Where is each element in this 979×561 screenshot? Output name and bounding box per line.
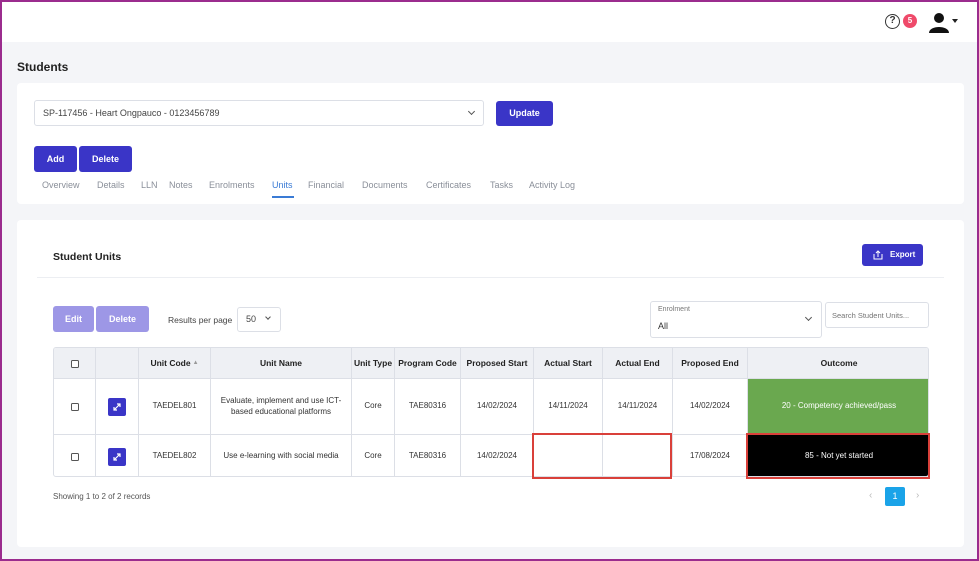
- results-per-page-value: 50: [246, 314, 257, 324]
- expand-header: [96, 348, 139, 379]
- tab-overview[interactable]: Overview: [42, 180, 80, 190]
- notification-badge[interactable]: 5: [903, 14, 917, 28]
- cell-proposed-end: 17/08/2024: [673, 435, 748, 476]
- tab-details[interactable]: Details: [97, 180, 125, 190]
- student-select-value: SP-117456 - Heart Ongpauco - 0123456789: [43, 108, 220, 118]
- student-units-card: Student Units Export Edit Delete Results…: [17, 220, 964, 547]
- col-program-code[interactable]: Program Code: [395, 348, 461, 379]
- cell-unit-name: Evaluate, implement and use ICT-based ed…: [211, 379, 352, 434]
- tab-activity-log[interactable]: Activity Log: [529, 180, 576, 190]
- expand-icon[interactable]: [108, 447, 126, 466]
- tab-tasks[interactable]: Tasks: [490, 180, 514, 190]
- col-actual-start[interactable]: Actual Start: [534, 348, 603, 379]
- chevron-down-icon: [804, 313, 813, 322]
- table-row: [54, 435, 96, 476]
- table-row: [54, 379, 96, 434]
- row-checkbox[interactable]: [70, 402, 79, 411]
- chevron-down-icon: [265, 314, 271, 320]
- search-input[interactable]: [825, 302, 929, 328]
- tab-units[interactable]: Units: [272, 180, 293, 190]
- tab-lln[interactable]: LLN: [141, 180, 158, 190]
- export-label: Export: [890, 250, 916, 259]
- cell-actual-start: 14/11/2024: [534, 379, 603, 434]
- delete-button[interactable]: Delete: [79, 146, 132, 172]
- top-bar: ? 5: [2, 2, 977, 42]
- select-all-cell: [54, 348, 96, 379]
- cell-program-code: TAE80316: [395, 435, 461, 476]
- cell-program-code: TAE80316: [395, 379, 461, 434]
- export-icon: [873, 250, 883, 260]
- cell-proposed-start: 14/02/2024: [461, 379, 534, 434]
- cell-actual-end: [603, 435, 673, 476]
- col-outcome[interactable]: Outcome: [820, 357, 858, 368]
- page-button[interactable]: 1: [885, 487, 905, 506]
- cell-outcome: 20 - Competency achieved/pass: [748, 379, 928, 434]
- enrolment-value: All: [658, 321, 669, 331]
- table-header: Unit Code ▲ Unit Name Unit Type Program C…: [54, 348, 928, 379]
- help-icon[interactable]: ?: [885, 14, 900, 29]
- cell-unit-type: Core: [352, 379, 395, 434]
- col-actual-end[interactable]: Actual End: [603, 348, 673, 379]
- tab-certificates[interactable]: Certificates: [426, 180, 472, 190]
- student-card: SP-117456 - Heart Ongpauco - 0123456789 …: [17, 83, 964, 204]
- export-button[interactable]: Export: [862, 244, 923, 266]
- sort-icon: ▲: [192, 360, 199, 367]
- col-unit-type[interactable]: Unit Type: [352, 348, 395, 379]
- tab-financial[interactable]: Financial: [308, 180, 345, 190]
- update-button[interactable]: Update: [496, 101, 553, 126]
- col-unit-code[interactable]: Unit Code ▲: [139, 348, 211, 379]
- student-select[interactable]: SP-117456 - Heart Ongpauco - 0123456789: [34, 100, 484, 126]
- chevron-down-icon: [467, 107, 476, 116]
- units-table: Unit Code ▲ Unit Name Unit Type Program C…: [53, 347, 929, 477]
- select-all-checkbox[interactable]: [70, 359, 79, 368]
- cell-unit-type: Core: [352, 435, 395, 476]
- row-checkbox[interactable]: [70, 452, 79, 461]
- records-summary: Showing 1 to 2 of 2 records: [53, 492, 151, 501]
- chevron-down-icon[interactable]: [952, 19, 958, 23]
- col-unit-name[interactable]: Unit Name: [211, 348, 352, 379]
- expand-cell: [96, 435, 139, 476]
- highlight-outcome: [746, 433, 930, 479]
- cell-proposed-end: 14/02/2024: [673, 379, 748, 434]
- tab-notes[interactable]: Notes: [169, 180, 193, 190]
- row-divider: [54, 434, 928, 435]
- cell-proposed-start: 14/02/2024: [461, 435, 534, 476]
- cell-actual-start: [534, 435, 603, 476]
- cell-unit-code: TAEDEL802: [139, 435, 211, 476]
- tab-documents[interactable]: Documents: [362, 180, 408, 190]
- col-proposed-start[interactable]: Proposed Start: [461, 348, 534, 379]
- results-per-page-select[interactable]: 50: [237, 307, 281, 332]
- cell-unit-code: TAEDEL801: [139, 379, 211, 434]
- section-title: Student Units: [53, 251, 122, 263]
- chevron-left-icon[interactable]: ‹: [869, 490, 873, 501]
- col-proposed-end[interactable]: Proposed End: [673, 348, 748, 379]
- enrolment-select[interactable]: Enrolment All: [650, 301, 822, 338]
- active-tab-indicator: [272, 196, 294, 198]
- cell-unit-name: Use e-learning with social media: [211, 435, 352, 476]
- tab-enrolments[interactable]: Enrolments: [209, 180, 255, 190]
- results-per-page-label: Results per page: [168, 315, 233, 325]
- chevron-right-icon[interactable]: ›: [916, 490, 920, 501]
- cell-outcome: 85 - Not yet started: [748, 435, 928, 476]
- page-title: Students: [17, 60, 69, 74]
- delete-units-button[interactable]: Delete: [96, 306, 149, 332]
- expand-cell: [96, 379, 139, 434]
- expand-icon[interactable]: [108, 397, 126, 416]
- cell-actual-end: 14/11/2024: [603, 379, 673, 434]
- highlight-actual-dates: [532, 433, 672, 479]
- user-icon[interactable]: [928, 11, 950, 33]
- edit-button[interactable]: Edit: [53, 306, 94, 332]
- divider: [37, 277, 944, 278]
- enrolment-label: Enrolment: [658, 306, 690, 313]
- add-button[interactable]: Add: [34, 146, 77, 172]
